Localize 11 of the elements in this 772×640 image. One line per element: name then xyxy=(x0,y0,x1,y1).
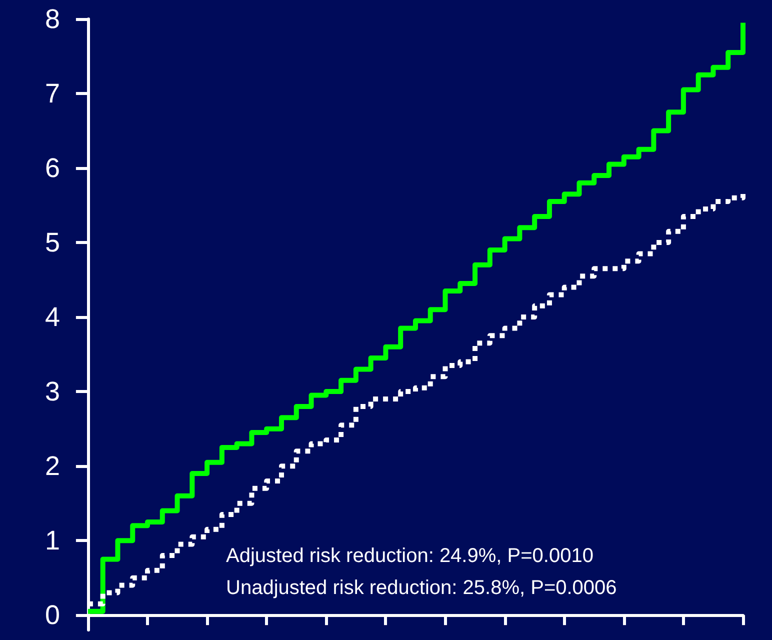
y-tick-label: 7 xyxy=(44,78,60,109)
y-tick-label: 0 xyxy=(44,600,60,630)
y-tick-label: 5 xyxy=(44,228,60,258)
annotation: Adjusted risk reduction: 24.9%, P=0.0010 xyxy=(226,545,594,567)
y-tick-label: 6 xyxy=(44,153,60,184)
y-tick-label: 3 xyxy=(44,376,60,407)
y-tick-label: 4 xyxy=(44,302,60,332)
y-tick-label: 1 xyxy=(44,526,60,556)
y-tick-label: 8 xyxy=(44,4,60,34)
y-tick-label: 2 xyxy=(44,451,60,482)
annotation: Unadjusted risk reduction: 25.8%, P=0.0006 xyxy=(226,577,617,599)
